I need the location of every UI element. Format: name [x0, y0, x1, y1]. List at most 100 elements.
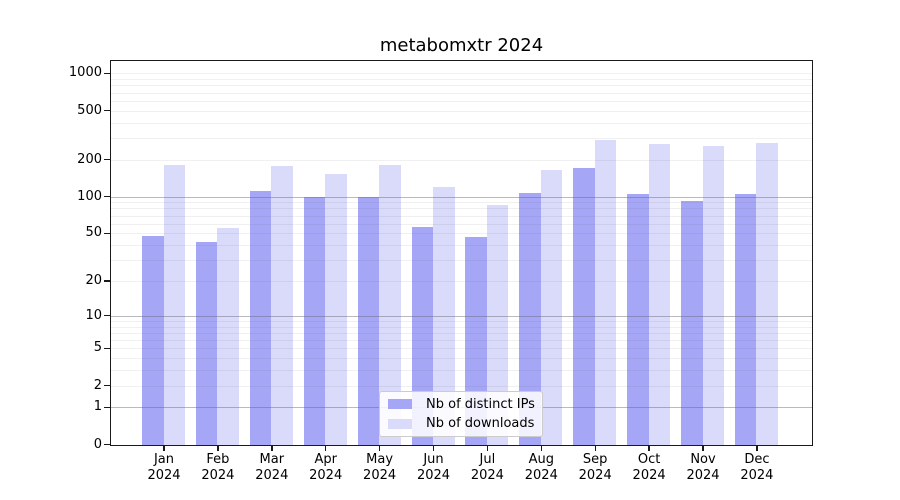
bar-distinct-ips-mar: [249, 191, 272, 445]
bar-distinct-ips-apr: [303, 197, 326, 445]
legend-label-downloads: Nb of downloads: [426, 416, 535, 432]
y-tick-label-2: 2: [93, 377, 102, 393]
bar-distinct-ips-may: [357, 196, 380, 445]
bar-distinct-ips-jan: [142, 235, 164, 445]
y-tick-mark-500: [104, 109, 110, 112]
y-tick-mark-20: [104, 280, 110, 282]
gridline-20: [111, 280, 812, 282]
y-tick-label-1000: 1000: [68, 65, 102, 81]
bar-downloads-nov: [702, 146, 724, 445]
x-tick-label-nov: Nov 2024: [686, 452, 720, 483]
bar-downloads-sep: [594, 139, 617, 445]
x-tick-label-dec: Dec 2024: [740, 452, 774, 483]
bar-downloads-oct: [648, 143, 671, 445]
gridline-4: [111, 358, 812, 359]
bars-layer: [111, 61, 812, 445]
gridline-50: [111, 233, 812, 235]
bar-downloads-jun: [433, 186, 455, 445]
gridline-30: [111, 260, 812, 261]
bar-distinct-ips-oct: [627, 193, 649, 445]
x-tick-mark-feb: [217, 446, 219, 451]
y-tick-label-10: 10: [85, 307, 102, 323]
gridline-400: [111, 122, 812, 124]
bar-downloads-aug: [540, 170, 563, 445]
gridline-60: [111, 223, 812, 225]
y-tick-mark-50: [104, 232, 110, 234]
x-tick-mark-jul: [486, 446, 489, 451]
y-tick-label-500: 500: [77, 102, 102, 118]
x-tick-mark-nov: [702, 446, 704, 451]
bar-distinct-ips-dec: [734, 194, 757, 445]
x-tick-label-mar: Mar 2024: [255, 452, 289, 483]
y-tick-label-100: 100: [77, 188, 102, 204]
gridline-900: [111, 79, 812, 80]
bar-distinct-ips-feb: [195, 241, 218, 445]
bar-distinct-ips-sep: [573, 168, 595, 445]
y-tick-label-200: 200: [77, 151, 102, 167]
y-tick-mark-200: [104, 158, 110, 161]
gridline-6: [111, 340, 812, 341]
gridline-600: [111, 100, 812, 102]
gridline-7: [111, 332, 812, 334]
y-tick-label-0: 0: [93, 436, 102, 452]
x-tick-mark-sep: [594, 446, 596, 451]
bar-downloads-jan: [163, 164, 185, 445]
gridline-70: [111, 215, 812, 217]
bar-downloads-jul: [486, 205, 509, 445]
gridline-500: [111, 110, 812, 112]
chart-title: metabomxtr 2024: [379, 35, 544, 56]
y-tick-label-5: 5: [93, 340, 102, 356]
legend: Nb of distinct IPs Nb of downloads: [379, 391, 543, 437]
gridline-200: [111, 159, 812, 161]
gridline-9: [111, 320, 812, 322]
y-tick-mark-5: [104, 347, 110, 349]
bar-downloads-may: [379, 165, 401, 445]
gridline-40: [111, 245, 812, 246]
y-tick-mark-2: [104, 384, 110, 387]
bar-downloads-dec: [756, 142, 778, 445]
x-tick-label-may: May 2024: [363, 452, 397, 483]
x-tick-mark-oct: [648, 446, 650, 451]
x-tick-mark-may: [378, 446, 381, 451]
x-tick-label-jul: Jul 2024: [470, 452, 504, 483]
legend-row-distinct-ips: Nb of distinct IPs: [386, 396, 536, 413]
gridline-1000: [111, 73, 812, 75]
x-tick-label-jan: Jan 2024: [147, 452, 181, 483]
legend-row-downloads: Nb of downloads: [386, 416, 536, 433]
bar-downloads-apr: [325, 174, 347, 445]
gridline-800: [111, 85, 812, 87]
y-tick-mark-100: [104, 195, 110, 198]
gridline-90: [111, 202, 812, 204]
y-tick-label-1: 1: [93, 399, 102, 415]
gridline-100: [111, 196, 812, 198]
x-tick-mark-dec: [756, 446, 758, 451]
y-tick-mark-0: [104, 443, 110, 446]
y-tick-mark-10: [104, 314, 110, 317]
x-tick-mark-jan: [163, 446, 165, 451]
x-tick-label-apr: Apr 2024: [309, 452, 343, 483]
legend-swatch-distinct-ips: [388, 399, 412, 410]
x-tick-label-jun: Jun 2024: [416, 452, 451, 483]
legend-swatch-downloads: [388, 418, 412, 429]
gridline-300: [111, 137, 812, 139]
y-tick-mark-1000: [104, 72, 110, 75]
x-tick-label-sep: Sep 2024: [578, 452, 612, 483]
gridline-2: [111, 385, 812, 387]
gridline-3: [111, 370, 812, 371]
x-tick-mark-mar: [271, 446, 273, 451]
gridline-10: [111, 315, 812, 317]
x-tick-label-feb: Feb 2024: [201, 452, 235, 483]
x-tick-mark-apr: [324, 446, 327, 451]
x-tick-label-oct: Oct 2024: [632, 452, 666, 483]
y-tick-label-20: 20: [85, 272, 102, 288]
x-tick-label-aug: Aug 2024: [524, 452, 558, 483]
gridline-8: [111, 326, 812, 328]
gridline-80: [111, 208, 812, 210]
gridline-5: [111, 348, 812, 350]
gridline-700: [111, 92, 812, 94]
plot-area: [110, 60, 813, 446]
grid-layer: [111, 61, 812, 445]
legend-label-distinct-ips: Nb of distinct IPs: [426, 396, 535, 412]
bar-distinct-ips-aug: [519, 192, 541, 445]
